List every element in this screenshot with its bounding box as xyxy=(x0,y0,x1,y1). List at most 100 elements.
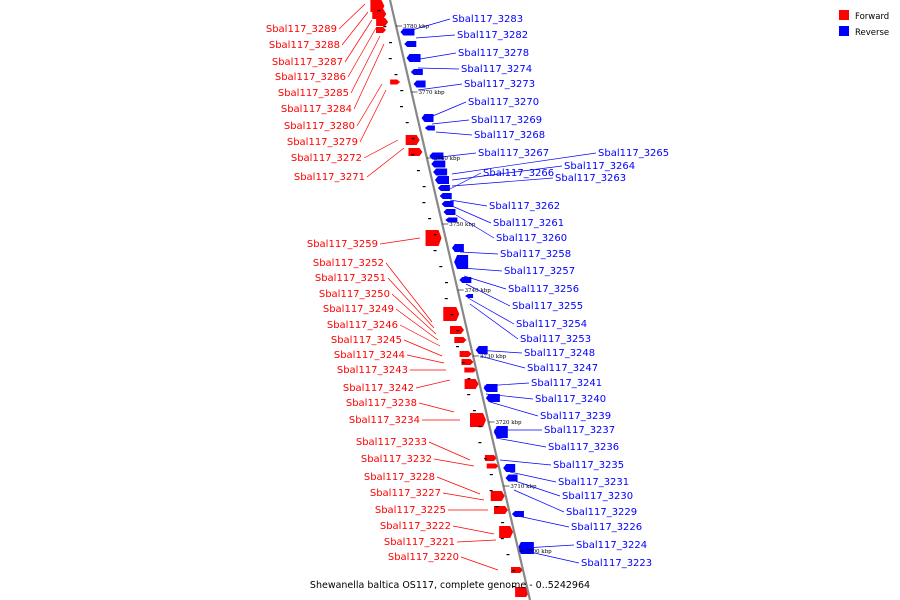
reverse-leader-line xyxy=(435,131,473,136)
reverse-gene-label[interactable]: Sbal117_3274 xyxy=(461,64,532,75)
reverse-gene-label[interactable]: Sbal117_3241 xyxy=(531,378,602,389)
reverse-leader-line xyxy=(479,355,526,369)
forward-gene-label[interactable]: Sbal117_3288 xyxy=(269,40,340,51)
reverse-gene-label[interactable]: Sbal117_3260 xyxy=(496,233,567,244)
feature-dash xyxy=(388,58,392,60)
forward-gene-label[interactable]: Sbal117_3289 xyxy=(266,24,337,35)
forward-gene-label[interactable]: Sbal117_3221 xyxy=(384,537,455,548)
reverse-gene-label[interactable]: Sbal117_3269 xyxy=(471,115,542,126)
reverse-gene-label[interactable]: Sbal117_3282 xyxy=(457,30,528,41)
forward-leader-line xyxy=(363,139,399,159)
reverse-gene-label[interactable]: Sbal117_3254 xyxy=(516,319,587,330)
reverse-gene-shape xyxy=(439,193,452,199)
forward-gene-label[interactable]: Sbal117_3271 xyxy=(294,172,365,183)
forward-gene-label[interactable]: Sbal117_3227 xyxy=(370,488,441,499)
reverse-gene-label[interactable]: Sbal117_3223 xyxy=(581,558,652,569)
forward-gene-label[interactable]: Sbal117_3232 xyxy=(361,454,432,465)
forward-gene-shape xyxy=(499,526,514,538)
forward-gene-shape xyxy=(490,491,505,501)
forward-gene-label[interactable]: Sbal117_3244 xyxy=(334,350,405,361)
reverse-leader-line xyxy=(499,459,552,466)
reverse-gene-shape xyxy=(503,464,516,472)
reverse-gene-label[interactable]: Sbal117_3263 xyxy=(555,173,626,184)
forward-gene-label[interactable]: Sbal117_3251 xyxy=(315,273,386,284)
reverse-gene-label[interactable]: Sbal117_3224 xyxy=(576,540,647,551)
reverse-gene-label[interactable]: Sbal117_3258 xyxy=(500,249,571,260)
genome-caption: Shewanella baltica OS117, complete genom… xyxy=(310,580,590,591)
forward-gene-label[interactable]: Sbal117_3243 xyxy=(337,365,408,376)
reverse-gene-label[interactable]: Sbal117_3283 xyxy=(452,14,523,25)
reverse-gene-label[interactable]: Sbal117_3278 xyxy=(458,48,529,59)
reverse-gene-label[interactable]: Sbal117_3267 xyxy=(478,148,549,159)
reverse-gene-label[interactable]: Sbal117_3229 xyxy=(566,507,637,518)
reverse-gene-shape xyxy=(431,160,446,168)
forward-gene-label[interactable]: Sbal117_3250 xyxy=(319,289,390,300)
legend: Forward Reverse xyxy=(839,10,889,38)
reverse-gene-label[interactable]: Sbal117_3236 xyxy=(548,442,619,453)
reverse-gene-label[interactable]: Sbal117_3230 xyxy=(562,491,633,502)
reverse-gene-label[interactable]: Sbal117_3257 xyxy=(504,266,575,277)
forward-gene-label[interactable]: Sbal117_3280 xyxy=(284,121,355,132)
gene-shapes xyxy=(370,0,534,597)
reverse-leader-line xyxy=(417,67,460,70)
reverse-gene-label[interactable]: Sbal117_3262 xyxy=(489,201,560,212)
reverse-gene-label[interactable]: Sbal117_3268 xyxy=(474,130,545,141)
reverse-leader-line xyxy=(529,551,580,564)
forward-gene-label[interactable]: Sbal117_3287 xyxy=(272,57,343,68)
forward-gene-shape xyxy=(515,587,530,597)
reverse-gene-label[interactable]: Sbal117_3266 xyxy=(483,168,554,179)
reverse-gene-label[interactable]: Sbal117_3235 xyxy=(553,460,624,471)
forward-gene-label[interactable]: Sbal117_3238 xyxy=(346,398,417,409)
forward-gene-label[interactable]: Sbal117_3228 xyxy=(364,472,435,483)
forward-gene-label[interactable]: Sbal117_3220 xyxy=(388,552,459,563)
reverse-leader-line xyxy=(511,479,561,497)
forward-gene-label[interactable]: Sbal117_3225 xyxy=(375,505,446,516)
forward-gene-label[interactable]: Sbal117_3272 xyxy=(291,153,362,164)
legend-reverse-label: Reverse xyxy=(855,28,889,38)
forward-gene-shape xyxy=(405,135,420,145)
reverse-gene-label[interactable]: Sbal117_3237 xyxy=(544,425,615,436)
tick-label: 3750 kbp xyxy=(449,222,476,228)
forward-gene-shape xyxy=(511,567,523,573)
reverse-gene-label[interactable]: Sbal117_3273 xyxy=(464,79,535,90)
reverse-leader-line xyxy=(517,515,570,528)
legend-forward-label: Forward xyxy=(855,12,889,22)
forward-leader-line xyxy=(442,492,485,501)
forward-gene-label[interactable]: Sbal117_3233 xyxy=(356,437,427,448)
reverse-gene-label[interactable]: Sbal117_3247 xyxy=(527,363,598,374)
feature-dash xyxy=(478,426,482,428)
reverse-leader-line xyxy=(451,165,563,181)
reverse-gene-label[interactable]: Sbal117_3264 xyxy=(564,161,635,172)
feature-dash xyxy=(467,378,471,380)
reverse-gene-label[interactable]: Sbal117_3255 xyxy=(512,301,583,312)
forward-gene-label[interactable]: Sbal117_3242 xyxy=(343,383,414,394)
reverse-gene-label[interactable]: Sbal117_3248 xyxy=(524,348,595,359)
forward-gene-shape xyxy=(408,148,423,156)
reverse-gene-label[interactable]: Sbal117_3261 xyxy=(493,218,564,229)
forward-gene-label[interactable]: Sbal117_3285 xyxy=(278,88,349,99)
forward-gene-label[interactable]: Sbal117_3249 xyxy=(323,304,394,315)
reverse-gene-shape xyxy=(424,125,435,131)
feature-dash xyxy=(489,474,493,476)
forward-gene-label[interactable]: Sbal117_3246 xyxy=(327,320,398,331)
forward-gene-label[interactable]: Sbal117_3245 xyxy=(331,335,402,346)
forward-leader-line xyxy=(344,19,373,63)
reverse-gene-label[interactable]: Sbal117_3231 xyxy=(558,477,629,488)
reverse-gene-label[interactable]: Sbal117_3226 xyxy=(571,522,642,533)
forward-leader-line xyxy=(356,83,383,127)
reverse-gene-label[interactable]: Sbal117_3240 xyxy=(535,394,606,405)
forward-gene-label[interactable]: Sbal117_3279 xyxy=(287,137,358,148)
forward-gene-label[interactable]: Sbal117_3252 xyxy=(313,258,384,269)
reverse-gene-label[interactable]: Sbal117_3253 xyxy=(520,334,591,345)
reverse-gene-shape xyxy=(400,28,415,36)
reverse-gene-label[interactable]: Sbal117_3265 xyxy=(598,148,669,159)
reverse-leader-line xyxy=(451,205,492,224)
forward-gene-label[interactable]: Sbal117_3222 xyxy=(380,521,451,532)
reverse-gene-label[interactable]: Sbal117_3239 xyxy=(540,411,611,422)
reverse-gene-label[interactable]: Sbal117_3270 xyxy=(468,97,539,108)
forward-gene-label[interactable]: Sbal117_3286 xyxy=(275,72,346,83)
forward-gene-label[interactable]: Sbal117_3234 xyxy=(349,415,420,426)
reverse-gene-label[interactable]: Sbal117_3256 xyxy=(508,284,579,295)
forward-gene-label[interactable]: Sbal117_3259 xyxy=(307,239,378,250)
forward-gene-label[interactable]: Sbal117_3284 xyxy=(281,104,352,115)
